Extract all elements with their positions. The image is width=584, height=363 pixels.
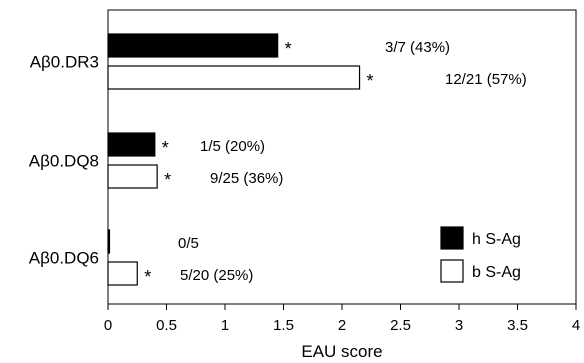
legend-swatch xyxy=(440,259,464,283)
category-label: Aβ0.DR3 xyxy=(30,53,99,72)
x-axis-title: EAU score xyxy=(301,342,382,361)
incidence-label: 3/7 (43%) xyxy=(385,39,450,56)
x-tick-label: 0.5 xyxy=(156,317,177,334)
bar-b-s-ag xyxy=(107,164,158,189)
x-tick-label: 2 xyxy=(338,317,346,334)
bar-b-s-ag xyxy=(107,261,138,286)
incidence-label: 12/21 (57%) xyxy=(445,71,527,88)
x-tick-label: 3.5 xyxy=(507,317,528,334)
legend-label: b S-Ag xyxy=(472,264,521,281)
incidence-label: 1/5 (20%) xyxy=(200,138,265,155)
category-label: Aβ0.DQ8 xyxy=(29,152,99,171)
legend-label: h S-Ag xyxy=(472,231,521,248)
x-tick-label: 1 xyxy=(221,317,229,334)
incidence-label: 9/25 (36%) xyxy=(210,170,283,187)
bar-h-s-ag xyxy=(107,132,156,157)
x-tick-label: 0 xyxy=(104,317,112,334)
x-tick-label: 3 xyxy=(455,317,463,334)
significance-star: * xyxy=(285,39,292,59)
significance-star: * xyxy=(164,170,171,190)
incidence-label: 0/5 xyxy=(178,235,199,252)
significance-star: * xyxy=(162,138,169,158)
bar-h-s-ag xyxy=(107,229,111,254)
legend-swatch xyxy=(440,226,464,250)
bar-b-s-ag xyxy=(107,65,361,90)
significance-star: * xyxy=(144,267,151,287)
bar-h-s-ag xyxy=(107,33,279,58)
significance-star: * xyxy=(367,71,374,91)
x-tick-label: 1.5 xyxy=(273,317,294,334)
x-tick-label: 2.5 xyxy=(390,317,411,334)
category-label: Aβ0.DQ6 xyxy=(29,249,99,268)
incidence-label: 5/20 (25%) xyxy=(180,267,253,284)
x-tick-label: 4 xyxy=(572,317,580,334)
